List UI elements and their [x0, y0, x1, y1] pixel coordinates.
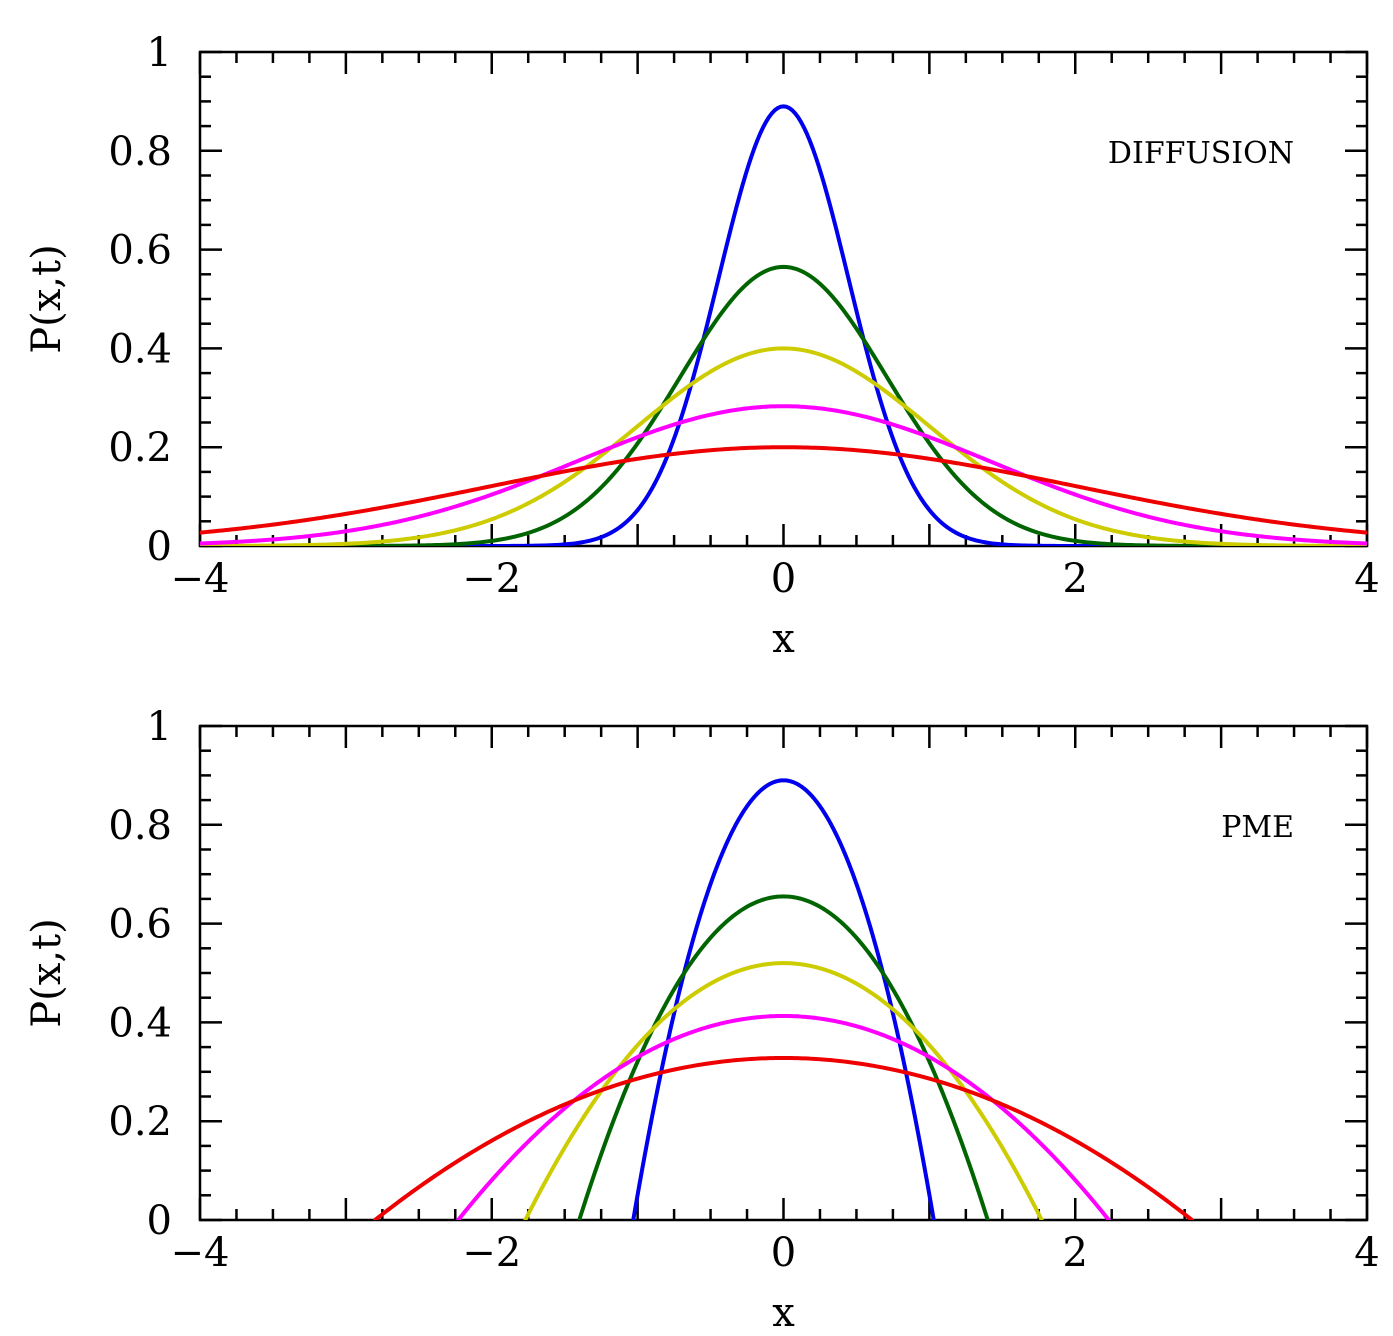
series-line-1 [200, 104, 1367, 546]
series-line-4 [456, 1013, 1111, 1220]
y-tick-label: 0.4 [108, 1000, 172, 1046]
x-tick-label: 2 [1063, 1230, 1088, 1276]
x-axis-label: x [772, 1290, 795, 1336]
series-line-2 [200, 264, 1367, 546]
y-tick-label: 0.8 [108, 129, 172, 175]
y-tick-label: 0.4 [108, 326, 172, 372]
y-axis-label: P(x,t) [24, 244, 70, 353]
x-tick-label: 0 [771, 556, 796, 602]
y-tick-label: 0 [147, 524, 172, 570]
x-tick-label: 0 [771, 1230, 796, 1276]
y-tick-label: 0.2 [108, 1099, 172, 1145]
y-tick-label: 0.6 [108, 228, 172, 274]
x-tick-label: −4 [171, 556, 230, 602]
x-tick-label: 4 [1354, 556, 1379, 602]
chart-panel-1: −4 −2 0 2 4 0 0.2 0.4 0.6 0.8 1 x P(x,t) DIFFUSION [24, 30, 1380, 662]
series-line-5 [200, 445, 1367, 535]
series-line-5 [373, 1055, 1194, 1220]
y-axis-label: P(x,t) [24, 918, 70, 1027]
x-tick-label: −2 [462, 1230, 521, 1276]
series-line-1 [631, 778, 936, 1220]
series-line-3 [523, 961, 1044, 1220]
series-line-4 [200, 404, 1367, 546]
y-tick-label: 1 [147, 704, 172, 750]
series-line-3 [200, 346, 1367, 546]
plot-frame [198, 50, 1369, 548]
x-tick-label: 2 [1063, 556, 1088, 602]
panel-annotation: DIFFUSION [1108, 136, 1294, 171]
chart-panel-2: −4 −2 0 2 4 0 0.2 0.4 0.6 0.8 1 x P(x,t) PME [24, 704, 1380, 1336]
y-tick-label: 0.2 [108, 425, 172, 471]
series-line-2 [577, 894, 990, 1220]
plot-frame [198, 724, 1369, 1222]
y-tick-label: 0.8 [108, 803, 172, 849]
x-axis-label: x [772, 616, 795, 662]
y-tick-label: 0 [147, 1198, 172, 1244]
panel-annotation: PME [1221, 810, 1294, 845]
y-tick-label: 0.6 [108, 902, 172, 948]
y-tick-label: 1 [147, 30, 172, 76]
x-tick-label: 4 [1354, 1230, 1379, 1276]
x-tick-label: −4 [171, 1230, 230, 1276]
x-tick-label: −2 [462, 556, 521, 602]
